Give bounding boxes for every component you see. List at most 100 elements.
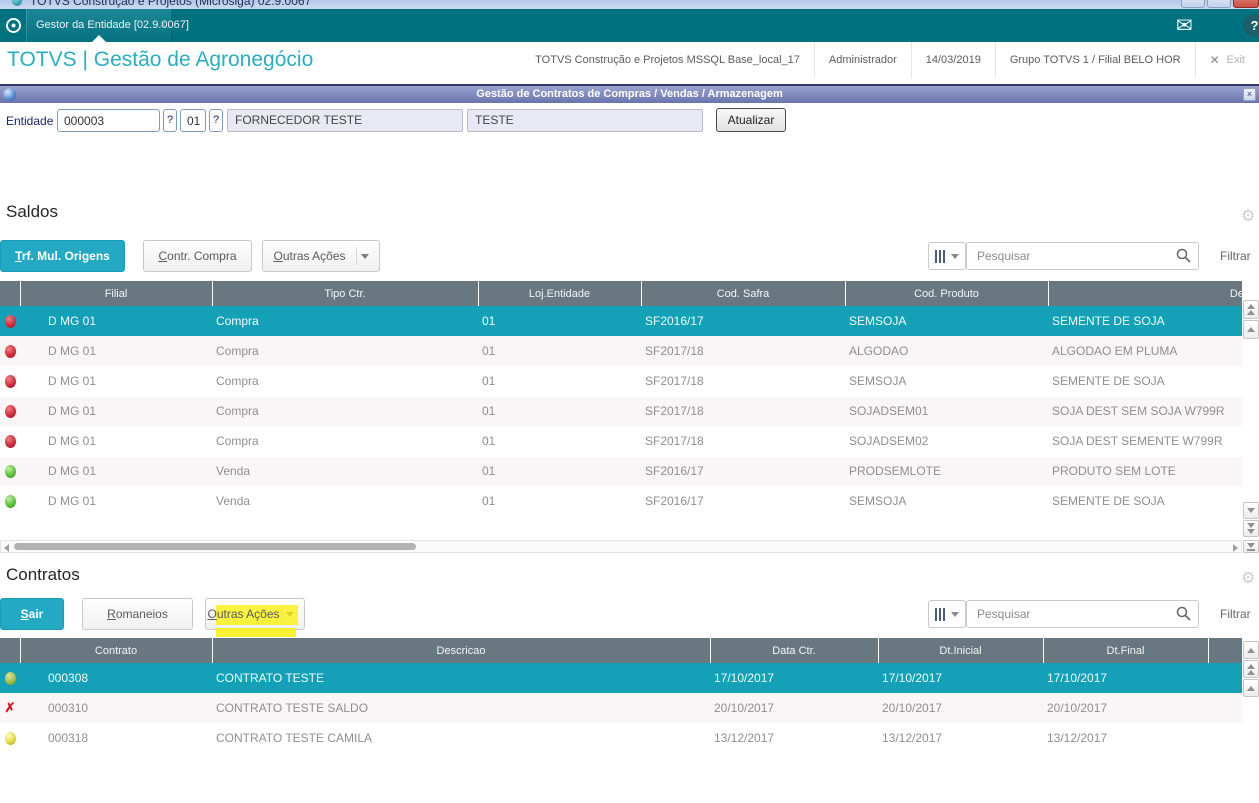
status-olive-icon (4, 672, 16, 686)
column-header[interactable]: Tipo Ctr. (211, 281, 478, 306)
column-header[interactable]: Filial (19, 281, 212, 306)
saldos-filter-link[interactable]: Filtrar (1220, 249, 1251, 263)
table-row[interactable]: D MG 01 Compra 01 SF2017/18 SOJADSEM01 SOJA D… (0, 396, 1242, 427)
entity-code-lookup-button[interactable]: ? (163, 109, 177, 132)
scroll-left-icon[interactable] (4, 544, 9, 552)
search-input[interactable] (966, 600, 1199, 628)
search-input[interactable] (966, 242, 1199, 270)
app-icon (12, 0, 22, 6)
table-row[interactable]: D MG 01 Compra 01 SF2017/18 ALGODAO ALGODAO E… (0, 336, 1242, 367)
contratos-toolbar: Sair Romaneios Outras Ações Filtrar (0, 598, 1259, 637)
cell (1208, 693, 1242, 724)
column-chooser-button[interactable] (928, 600, 966, 628)
column-header[interactable]: Cod. Produto (844, 281, 1048, 306)
column-header[interactable] (0, 638, 20, 663)
column-chooser-button[interactable] (928, 242, 966, 270)
button-label: Contr. Compra (158, 249, 237, 263)
tab-close-icon[interactable]: × (159, 19, 166, 31)
search-icon[interactable] (1176, 248, 1191, 263)
cell: CONTRATO TESTE CAMILA (212, 723, 710, 754)
column-header[interactable]: Cod. Safra (640, 281, 845, 306)
column-header[interactable]: Data Ctr. (709, 638, 878, 663)
sair-button[interactable]: Sair (0, 598, 64, 630)
entity-code-input[interactable] (57, 109, 160, 132)
scroll-page-down-button[interactable] (1243, 520, 1259, 537)
table-row[interactable]: D MG 01 Venda 01 SF2016/17 SEMSOJA SEMENTE DE… (0, 486, 1242, 517)
minimize-button[interactable] (1181, 0, 1205, 8)
scroll-up-button[interactable] (1243, 320, 1259, 339)
scrollbar-thumb[interactable] (14, 543, 416, 550)
contr-compra-button[interactable]: Contr. Compra (143, 240, 252, 272)
cell: 20/10/2017 (1043, 693, 1208, 724)
scroll-up-button[interactable] (1243, 679, 1259, 697)
entity-name-field: FORNECEDOR TESTE (227, 109, 463, 132)
chevron-down-icon (951, 253, 959, 259)
window-title: TOTVS Construção e Projetos (Microsiga) … (30, 0, 312, 8)
column-header[interactable]: Contrato (19, 638, 212, 663)
status-cell (0, 366, 20, 397)
chevron-down-icon (361, 253, 369, 259)
cell: 20/10/2017 (710, 693, 878, 724)
scroll-right-icon[interactable] (1233, 544, 1238, 552)
table-row[interactable]: D MG 01 Compra 01 SF2017/18 SOJADSEM02 SOJA D… (0, 426, 1242, 457)
totvs-logo-icon[interactable] (5, 17, 22, 34)
saldos-outras-acoes-button[interactable]: Outras Ações (262, 240, 380, 272)
trf-mul-origens-button[interactable]: Trf. Mul. Origens (0, 240, 125, 272)
cell: SOJADSEM01 (845, 396, 1048, 427)
cell: D MG 01 (20, 336, 212, 367)
cell: Compra (212, 396, 478, 427)
column-header[interactable]: Dt.Inicial (877, 638, 1043, 663)
table-row[interactable]: 000308 CONTRATO TESTE 17/10/2017 17/10/2017… (0, 663, 1242, 693)
status-red-x-icon: ✗ (4, 699, 16, 715)
search-icon[interactable] (1176, 606, 1191, 621)
mail-icon[interactable]: ✉ (1176, 15, 1193, 37)
scroll-down-button[interactable] (1243, 502, 1259, 519)
cell: SEMENTE DE SOJA (1048, 486, 1242, 517)
cell: 17/10/2017 (714, 671, 775, 685)
maximize-button[interactable] (1207, 0, 1231, 8)
exit-button[interactable]: ✕ Exit (1194, 42, 1259, 78)
status-cell (0, 456, 20, 487)
help-icon[interactable]: ? (1243, 14, 1259, 37)
cell: 13/12/2017 (878, 723, 1043, 754)
contratos-filter-link[interactable]: Filtrar (1220, 607, 1251, 621)
scroll-up-button[interactable] (1243, 641, 1259, 659)
cell: D MG 01 (20, 366, 212, 397)
contratos-outras-acoes-button[interactable]: Outras Ações (205, 598, 305, 630)
close-button[interactable] (1233, 0, 1259, 8)
column-header[interactable] (1207, 638, 1242, 663)
cell: SOJADSEM02 (845, 426, 1048, 457)
refresh-button[interactable]: Atualizar (716, 108, 786, 132)
table-row[interactable]: D MG 01 Venda 01 SF2016/17 PRODSEMLOTE PRODUT… (0, 456, 1242, 487)
table-row[interactable]: D MG 01 Compra 01 SF2016/17 SEMSOJA SEMENTE D… (0, 306, 1242, 336)
column-header[interactable]: Loj.Entidade (477, 281, 641, 306)
saldos-gear-icon[interactable]: ⚙ (1241, 208, 1256, 225)
contratos-gear-icon[interactable]: ⚙ (1241, 570, 1256, 587)
column-header[interactable]: Dt.Final (1042, 638, 1208, 663)
yellow-highlight (216, 628, 296, 637)
table-row[interactable]: ✗ 000310 CONTRATO TESTE SALDO 20/10/2017 20/… (0, 693, 1242, 724)
column-header[interactable] (0, 281, 20, 306)
status-cell (0, 396, 20, 427)
horizontal-scrollbar[interactable] (0, 540, 1242, 553)
scroll-page-up-button[interactable] (1243, 660, 1259, 678)
column-header[interactable]: Descricao (211, 638, 710, 663)
status-red-icon (4, 315, 16, 329)
table-row[interactable]: 000318 CONTRATO TESTE CAMILA 13/12/2017 13/… (0, 723, 1242, 754)
scroll-end-button[interactable] (1243, 540, 1259, 553)
cell: Compra (216, 314, 259, 328)
table-row[interactable]: D MG 01 Compra 01 SF2017/18 SEMSOJA SEMENTE D… (0, 366, 1242, 397)
entity-store-input[interactable] (180, 109, 206, 132)
brand-title: TOTVS | Gestão de Agronegócio (7, 48, 314, 71)
column-header[interactable]: Des. Pr (1047, 281, 1242, 306)
contratos-title: Contratos (6, 565, 80, 584)
cell: SOJA DEST SEM SOJA W799R (1048, 396, 1242, 427)
cell: 01 (478, 426, 641, 457)
columns-icon (935, 249, 937, 263)
romaneios-button[interactable]: Romaneios (82, 598, 193, 630)
entity-store-lookup-button[interactable]: ? (209, 109, 223, 132)
scroll-page-up-button[interactable] (1243, 300, 1259, 319)
contratos-grid-wrap: Contrato Descricao Data Ctr. Dt.Inicial Dt.F… (0, 638, 1242, 754)
dialog-close-icon[interactable]: × (1243, 88, 1256, 101)
cell: 17/10/2017 (1047, 671, 1108, 685)
